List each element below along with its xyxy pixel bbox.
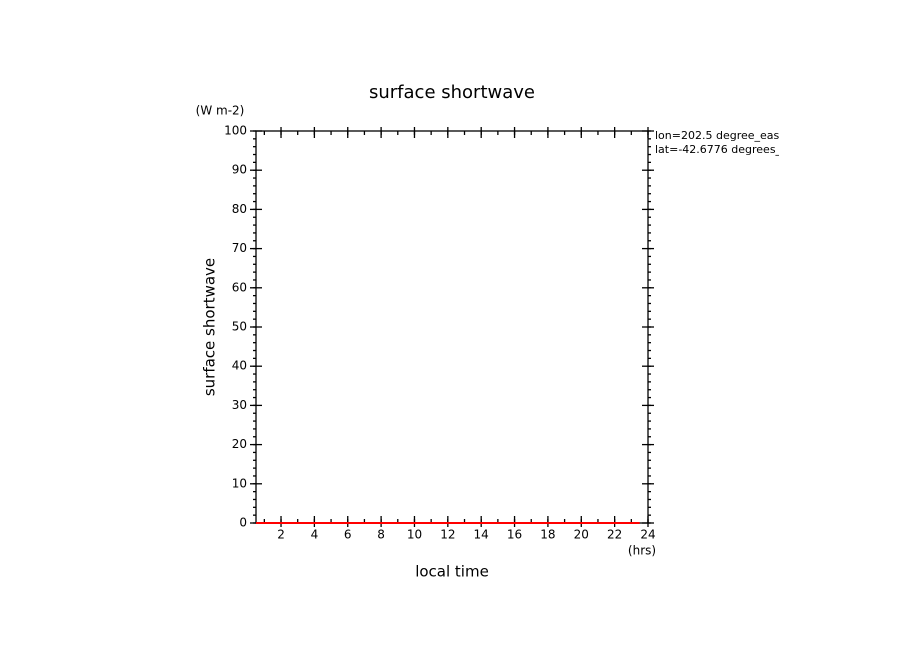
annotation: lon=202.5 degree_east	[655, 129, 784, 142]
x-tick-label: 20	[574, 528, 589, 542]
y-tick-label: 20	[232, 437, 247, 451]
x-tick-label: 12	[440, 528, 455, 542]
y-tick-label: 40	[232, 359, 247, 373]
y-tick-label: 30	[232, 398, 247, 412]
x-tick-label: 4	[311, 528, 319, 542]
x-tick-label: 18	[540, 528, 555, 542]
x-axis-label: local time	[415, 563, 489, 581]
x-tick-label: 2	[277, 528, 285, 542]
y-tick-label: 90	[232, 163, 247, 177]
x-tick-label: 14	[474, 528, 489, 542]
plot-frame	[255, 130, 649, 524]
x-tick-label: 6	[344, 528, 352, 542]
x-units: (hrs)	[628, 544, 656, 558]
y-units: (W m-2)	[196, 104, 245, 118]
y-tick-label: 0	[239, 516, 247, 530]
y-tick-label: 100	[224, 124, 247, 138]
x-tick-label: 8	[377, 528, 385, 542]
y-tick-label: 80	[232, 202, 247, 216]
y-tick-label: 70	[232, 241, 247, 255]
y-tick-label: 10	[232, 476, 247, 490]
y-tick-label: 50	[232, 320, 247, 334]
y-tick-label: 60	[232, 280, 247, 294]
annotation: lat=-42.6776 degrees_north	[655, 143, 811, 156]
x-tick-label: 22	[607, 528, 622, 542]
chart-title: surface shortwave	[369, 82, 535, 103]
x-tick-label: 16	[507, 528, 522, 542]
x-tick-label: 10	[407, 528, 422, 542]
y-axis-label: surface shortwave	[201, 258, 219, 396]
x-tick-label: 24	[640, 528, 655, 542]
